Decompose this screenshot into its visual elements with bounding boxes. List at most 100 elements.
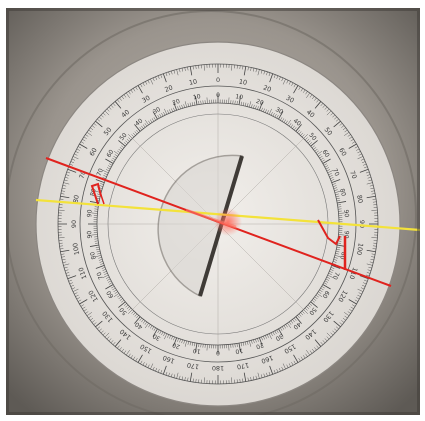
inner-scale-label: 10 [192, 347, 201, 355]
scale-tick [168, 71, 170, 76]
scale-tick [176, 69, 179, 76]
scale-tick [161, 112, 164, 117]
scale-tick [119, 97, 122, 101]
scale-tick [128, 353, 131, 357]
scale-tick [320, 103, 324, 107]
scale-tick [314, 101, 322, 109]
scale-tick [263, 70, 265, 75]
scale-tick [134, 124, 141, 132]
scale-tick [203, 377, 205, 384]
scale-tick [335, 253, 339, 255]
scale-tick [128, 307, 132, 311]
scale-tick [152, 366, 155, 371]
scale-tick [286, 364, 289, 368]
scale-tick [102, 170, 109, 174]
scale-tick [236, 343, 238, 348]
scale-tick [95, 255, 102, 258]
scale-tick [276, 369, 279, 373]
scale-tick [293, 360, 296, 365]
scale-tick [357, 156, 364, 160]
inner-scale-label: 30 [274, 106, 284, 116]
inner-scale-label: 20 [255, 341, 265, 350]
scale-tick [117, 150, 121, 154]
inner-scale-label: 10 [235, 347, 244, 355]
scene-svg: 0 102030405060708090100110120130140150160… [6, 8, 420, 415]
scale-tick [335, 195, 340, 198]
scale-tick [368, 266, 372, 269]
scale-tick [330, 112, 334, 116]
scale-tick [71, 158, 76, 161]
scale-tick [330, 269, 334, 271]
scale-tick [370, 258, 374, 261]
scale-tick [106, 278, 111, 281]
outer-scale-label: 20 [262, 84, 272, 94]
scale-tick [61, 256, 65, 258]
scale-tick [144, 321, 148, 325]
scale-tick [66, 171, 71, 174]
scale-tick [139, 317, 143, 321]
scale-tick [128, 137, 132, 141]
scale-tick [293, 354, 299, 363]
scale-tick [113, 289, 117, 292]
outer-scale-label: 80 [355, 194, 364, 203]
inner-scale-label: 80 [338, 251, 347, 260]
scale-tick [329, 175, 333, 177]
scale-tick [300, 356, 303, 360]
optics-bench-photo: 0 10 20 30 40 50 60 70 80 90 100 110 120 130 140 150 160… [6, 8, 420, 415]
scale-tick [278, 328, 284, 337]
scale-tick [363, 163, 367, 166]
scale-tick [130, 355, 133, 359]
scale-tick [102, 269, 106, 271]
scale-tick [354, 146, 359, 149]
scale-tick [257, 338, 259, 342]
scale-tick [70, 284, 75, 287]
scale-tick [281, 77, 284, 82]
scale-tick [102, 274, 109, 278]
scale-tick [189, 372, 193, 382]
scale-tick [347, 311, 351, 314]
scale-tick [91, 125, 95, 128]
scale-tick [291, 82, 294, 86]
scale-tick [123, 303, 127, 306]
scale-tick [60, 249, 70, 253]
scale-tick [329, 271, 333, 273]
scale-tick [364, 166, 368, 169]
scale-tick [273, 74, 276, 78]
scale-tick [311, 299, 315, 303]
scale-tick [173, 107, 175, 112]
scale-tick [179, 339, 181, 343]
inner-scale-label: 20 [171, 341, 181, 350]
scale-tick [366, 182, 373, 185]
scale-tick [336, 248, 340, 251]
scale-tick [300, 88, 303, 92]
scale-tick [330, 267, 335, 269]
scale-tick [148, 324, 151, 328]
scale-tick [59, 198, 64, 200]
scale-tick [159, 330, 162, 335]
scale-tick [318, 154, 322, 157]
scale-tick [322, 104, 326, 108]
scale-tick [148, 120, 151, 124]
outer-scale-label: 70 [78, 170, 88, 180]
scale-tick [372, 248, 377, 250]
scale-tick [327, 170, 334, 174]
scale-tick [145, 363, 148, 367]
outer-scale-label: 100 [355, 242, 365, 255]
scale-tick [369, 185, 374, 187]
scale-tick [337, 242, 342, 244]
scale-tick [98, 116, 102, 120]
outer-scale-label: 90 [70, 220, 78, 228]
scale-tick [100, 263, 104, 265]
scale-tick [121, 348, 124, 352]
scale-tick [257, 69, 260, 76]
scale-tick [144, 123, 148, 127]
scale-tick [263, 336, 265, 340]
scale-tick [67, 168, 77, 173]
scale-tick [118, 148, 122, 152]
scale-tick [315, 150, 319, 154]
outer-scale-label: 90 [358, 220, 366, 228]
scale-tick [82, 139, 86, 142]
inner-scale-label: 50 [307, 306, 317, 316]
scale-tick [348, 143, 357, 149]
scale-tick [303, 355, 306, 359]
